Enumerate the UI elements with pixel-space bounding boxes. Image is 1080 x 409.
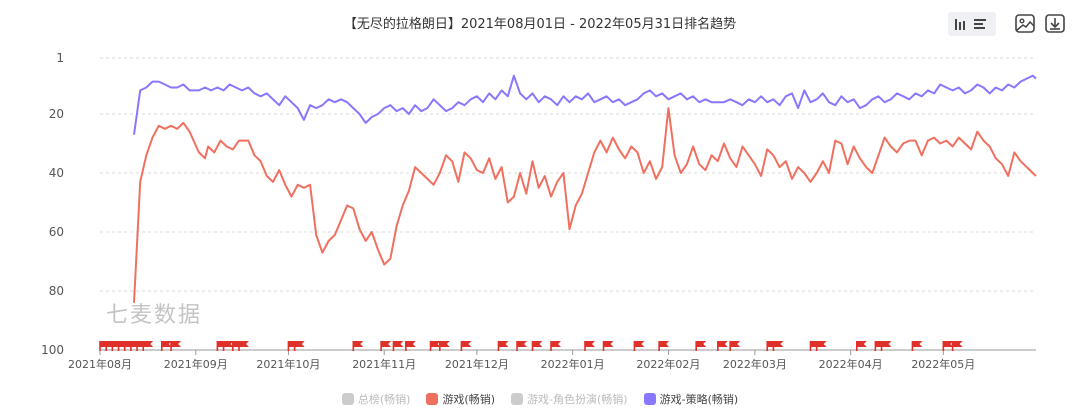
- event-flag-icon: [429, 341, 441, 351]
- series-line: [133, 74, 1037, 135]
- event-flag-icon: [170, 341, 182, 351]
- event-flag-icon: [531, 341, 543, 351]
- x-tick-label: 2022年02月: [636, 357, 700, 371]
- bar-chart-icon: [955, 19, 965, 30]
- event-flag-icon: [729, 341, 741, 351]
- legend-label: 游戏-策略(畅销): [659, 393, 739, 406]
- event-flag-icon: [658, 341, 670, 351]
- legend: 总榜(畅销) 游戏(畅销) 游戏-角色扮演(畅销) 游戏-策略(畅销): [0, 391, 1080, 407]
- x-tick-label: 2022年01月: [541, 357, 605, 371]
- y-tick-label: 40: [49, 166, 64, 180]
- save-image-icon: [1015, 14, 1035, 33]
- legend-swatch: [643, 393, 656, 405]
- event-flag-icon: [856, 341, 867, 351]
- list-icon: [974, 19, 986, 29]
- event-flag-icon: [717, 341, 728, 351]
- event-flag-icon: [880, 341, 892, 351]
- event-flag-icon: [293, 341, 305, 351]
- x-tick-label: 2021年11月: [352, 357, 416, 371]
- event-flag-icon: [439, 341, 450, 351]
- legend-swatch: [426, 393, 439, 405]
- event-flag-icon: [380, 341, 392, 351]
- legend-swatch: [341, 393, 354, 405]
- event-flag-icon: [516, 341, 528, 351]
- view-toggle-button[interactable]: [948, 12, 996, 36]
- x-tick-label: 2021年10月: [256, 357, 320, 371]
- event-flag-icon: [222, 341, 234, 351]
- event-flag-icon: [772, 341, 784, 351]
- x-tick-label: 2021年12月: [445, 357, 509, 371]
- event-flag-icon: [392, 341, 404, 351]
- event-flag-icon: [633, 341, 645, 351]
- event-flag-icon: [238, 341, 250, 351]
- event-flag-icon: [352, 341, 364, 351]
- series-line: [133, 107, 1037, 303]
- download-button[interactable]: [1044, 12, 1066, 36]
- chart-title: 【无尽的拉格朗日】2021年08月01日 - 2022年05月31日排名趋势: [343, 17, 737, 32]
- watermark: 七麦数据: [106, 303, 203, 328]
- legend-label: 游戏-角色扮演(畅销): [527, 393, 628, 406]
- event-flag-icon: [584, 341, 595, 351]
- x-tick-label: 2021年08月: [68, 357, 132, 371]
- y-tick-label: 60: [49, 225, 64, 239]
- save-image-button[interactable]: [1014, 12, 1036, 36]
- legend-swatch: [511, 393, 524, 405]
- x-tick-label: 2022年03月: [723, 357, 787, 371]
- event-flag-icon: [497, 341, 509, 351]
- event-flag-icon: [942, 341, 954, 351]
- event-flag-icon: [951, 341, 963, 351]
- legend-item[interactable]: 游戏-角色扮演(畅销): [511, 391, 628, 407]
- x-tick-label: 2021年09月: [164, 357, 228, 371]
- legend-item[interactable]: 游戏-策略(畅销): [643, 391, 739, 407]
- legend-label: 总榜(畅销): [357, 393, 411, 406]
- event-flag-icon: [460, 341, 472, 351]
- event-flag-icon: [550, 341, 562, 351]
- y-tick-label: 20: [49, 107, 64, 121]
- legend-label: 游戏(畅销): [442, 393, 496, 406]
- event-flag-icon: [405, 341, 416, 351]
- event-flag-icon: [815, 341, 827, 351]
- event-flag-icon: [911, 341, 923, 351]
- event-flag-icon: [160, 341, 172, 351]
- y-tick-label: 100: [41, 343, 64, 357]
- x-tick-label: 2022年04月: [819, 357, 883, 371]
- event-flag-icon: [602, 341, 614, 351]
- x-tick-label: 2022年05月: [911, 357, 975, 371]
- event-flag-icon: [695, 341, 707, 351]
- y-tick-label: 1: [56, 51, 64, 65]
- download-icon: [1045, 14, 1065, 33]
- legend-item[interactable]: 游戏(畅销): [426, 391, 495, 407]
- legend-item[interactable]: 总榜(畅销): [341, 391, 411, 407]
- y-tick-label: 80: [49, 284, 64, 298]
- event-flag-icon: [142, 341, 154, 351]
